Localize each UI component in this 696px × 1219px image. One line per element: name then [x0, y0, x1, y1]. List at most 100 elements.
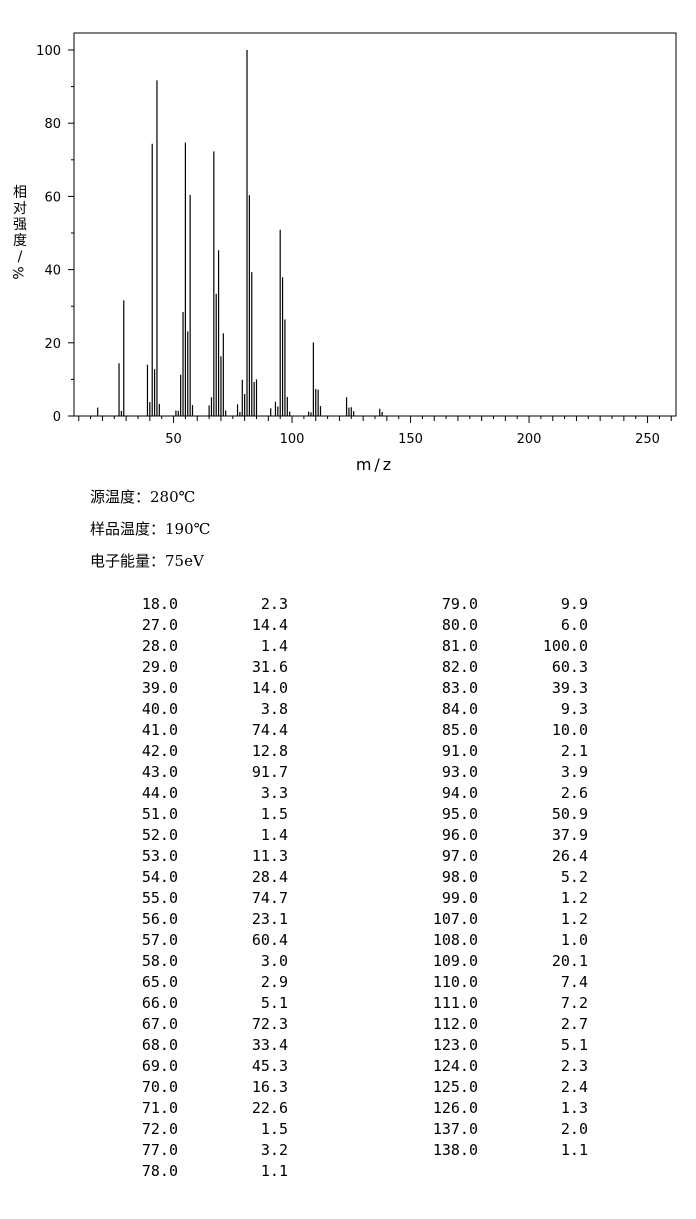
abundance-value: 1.5 [260, 805, 288, 823]
y-axis-ticks: 0 20 40 60 80 100 [36, 44, 74, 425]
abundance-value: 2.9 [260, 973, 288, 991]
x-tick-label: 150 [398, 432, 423, 447]
abundance-value: 1.4 [260, 826, 288, 844]
y-tick-label: 80 [44, 117, 61, 132]
mz-value: 66.0 [141, 994, 178, 1012]
mz-value: 54.0 [141, 868, 178, 886]
abundance-value: 39.3 [551, 679, 588, 697]
abundance-value: 6.0 [560, 616, 588, 634]
abundance-value: 31.6 [251, 658, 288, 676]
mz-value: 18.0 [141, 595, 178, 613]
abundance-value: 1.4 [260, 637, 288, 655]
x-axis-ticks: 50 100 150 200 250 [78, 416, 672, 447]
abundance-value: 72.3 [251, 1015, 288, 1033]
mz-value: 28.0 [141, 637, 178, 655]
mz-value: 83.0 [441, 679, 478, 697]
mz-value: 99.0 [441, 889, 478, 907]
abundance-value: 1.5 [260, 1120, 288, 1138]
mz-value: 111.0 [432, 994, 478, 1012]
abundance-value: 1.3 [560, 1099, 588, 1117]
abundance-value: 12.8 [251, 742, 288, 760]
mz-value: 65.0 [141, 973, 178, 991]
abundance-value: 60.4 [251, 931, 288, 949]
abundance-value: 1.2 [560, 889, 588, 907]
abundance-value: 1.2 [560, 910, 588, 928]
sample-temperature: 样品温度：190℃ [90, 520, 211, 538]
mz-value: 93.0 [441, 763, 478, 781]
mz-value: 97.0 [441, 847, 478, 865]
abundance-value: 33.4 [251, 1036, 288, 1054]
mz-value: 72.0 [141, 1120, 178, 1138]
abundance-value: 16.3 [251, 1078, 288, 1096]
abundance-value: 20.1 [551, 952, 588, 970]
mz-value: 81.0 [441, 637, 478, 655]
x-axis-label: m/z [356, 455, 394, 474]
abundance-value: 22.6 [251, 1099, 288, 1117]
abundance-value: 3.3 [260, 784, 288, 802]
mz-value: 138.0 [432, 1141, 478, 1159]
abundance-value: 10.0 [551, 721, 588, 739]
mz-value: 42.0 [141, 742, 178, 760]
mz-value: 52.0 [141, 826, 178, 844]
mz-value: 98.0 [441, 868, 478, 886]
peak-bars [97, 50, 383, 416]
mz-value: 137.0 [432, 1120, 478, 1138]
abundance-value: 5.1 [260, 994, 288, 1012]
mz-value: 43.0 [141, 763, 178, 781]
abundance-value: 45.3 [251, 1057, 288, 1075]
abundance-value: 60.3 [551, 658, 588, 676]
abundance-value: 2.3 [560, 1057, 588, 1075]
mass-spectrum-chart: 50 100 150 200 250 0 20 40 60 80 100 m/z [36, 32, 677, 474]
mz-value: 125.0 [432, 1078, 478, 1096]
abundance-value: 50.9 [551, 805, 588, 823]
mz-value: 51.0 [141, 805, 178, 823]
mz-value: 56.0 [141, 910, 178, 928]
abundance-value: 14.4 [251, 616, 288, 634]
mz-value: 84.0 [441, 700, 478, 718]
mz-value: 124.0 [432, 1057, 478, 1075]
x-tick-label: 50 [165, 432, 182, 447]
mz-value: 96.0 [441, 826, 478, 844]
mz-value: 39.0 [141, 679, 178, 697]
y-tick-label: 0 [53, 410, 61, 425]
y-tick-label: 40 [44, 264, 61, 279]
abundance-value: 1.0 [560, 931, 588, 949]
mz-value: 40.0 [141, 700, 178, 718]
mz-value: 44.0 [141, 784, 178, 802]
mz-value: 71.0 [141, 1099, 178, 1117]
abundance-value: 2.1 [560, 742, 588, 760]
abundance-value: 74.4 [251, 721, 288, 739]
abundance-value: 3.9 [560, 763, 588, 781]
abundance-value: 2.0 [560, 1120, 588, 1138]
mz-value: 67.0 [141, 1015, 178, 1033]
abundance-value: 3.0 [260, 952, 288, 970]
y-tick-label: 100 [36, 44, 61, 59]
source-temperature: 源温度：280℃ [90, 488, 196, 506]
mz-value: 110.0 [432, 973, 478, 991]
y-axis-label: 相 对 强 度 / % [10, 185, 30, 281]
abundance-value: 5.1 [560, 1036, 588, 1054]
mz-value: 85.0 [441, 721, 478, 739]
mz-value: 108.0 [432, 931, 478, 949]
abundance-value: 9.9 [560, 595, 588, 613]
abundance-value: 1.1 [560, 1141, 588, 1159]
y-axis-label-char: / [17, 249, 23, 265]
mz-value: 109.0 [432, 952, 478, 970]
y-axis-label-char: 相 [13, 185, 27, 201]
mz-value: 79.0 [441, 595, 478, 613]
abundance-value: 37.9 [551, 826, 588, 844]
mz-value: 91.0 [441, 742, 478, 760]
y-axis-label-unit: % [12, 266, 28, 280]
mz-value: 82.0 [441, 658, 478, 676]
abundance-value: 2.7 [560, 1015, 588, 1033]
y-tick-label: 20 [44, 337, 61, 352]
abundance-value: 7.4 [560, 973, 588, 991]
abundance-value: 28.4 [251, 868, 288, 886]
mz-value: 70.0 [141, 1078, 178, 1096]
x-tick-label: 100 [280, 432, 305, 447]
abundance-value: 5.2 [560, 868, 588, 886]
abundance-value: 91.7 [251, 763, 288, 781]
x-tick-label: 200 [517, 432, 542, 447]
mz-value: 112.0 [432, 1015, 478, 1033]
abundance-value: 26.4 [551, 847, 588, 865]
